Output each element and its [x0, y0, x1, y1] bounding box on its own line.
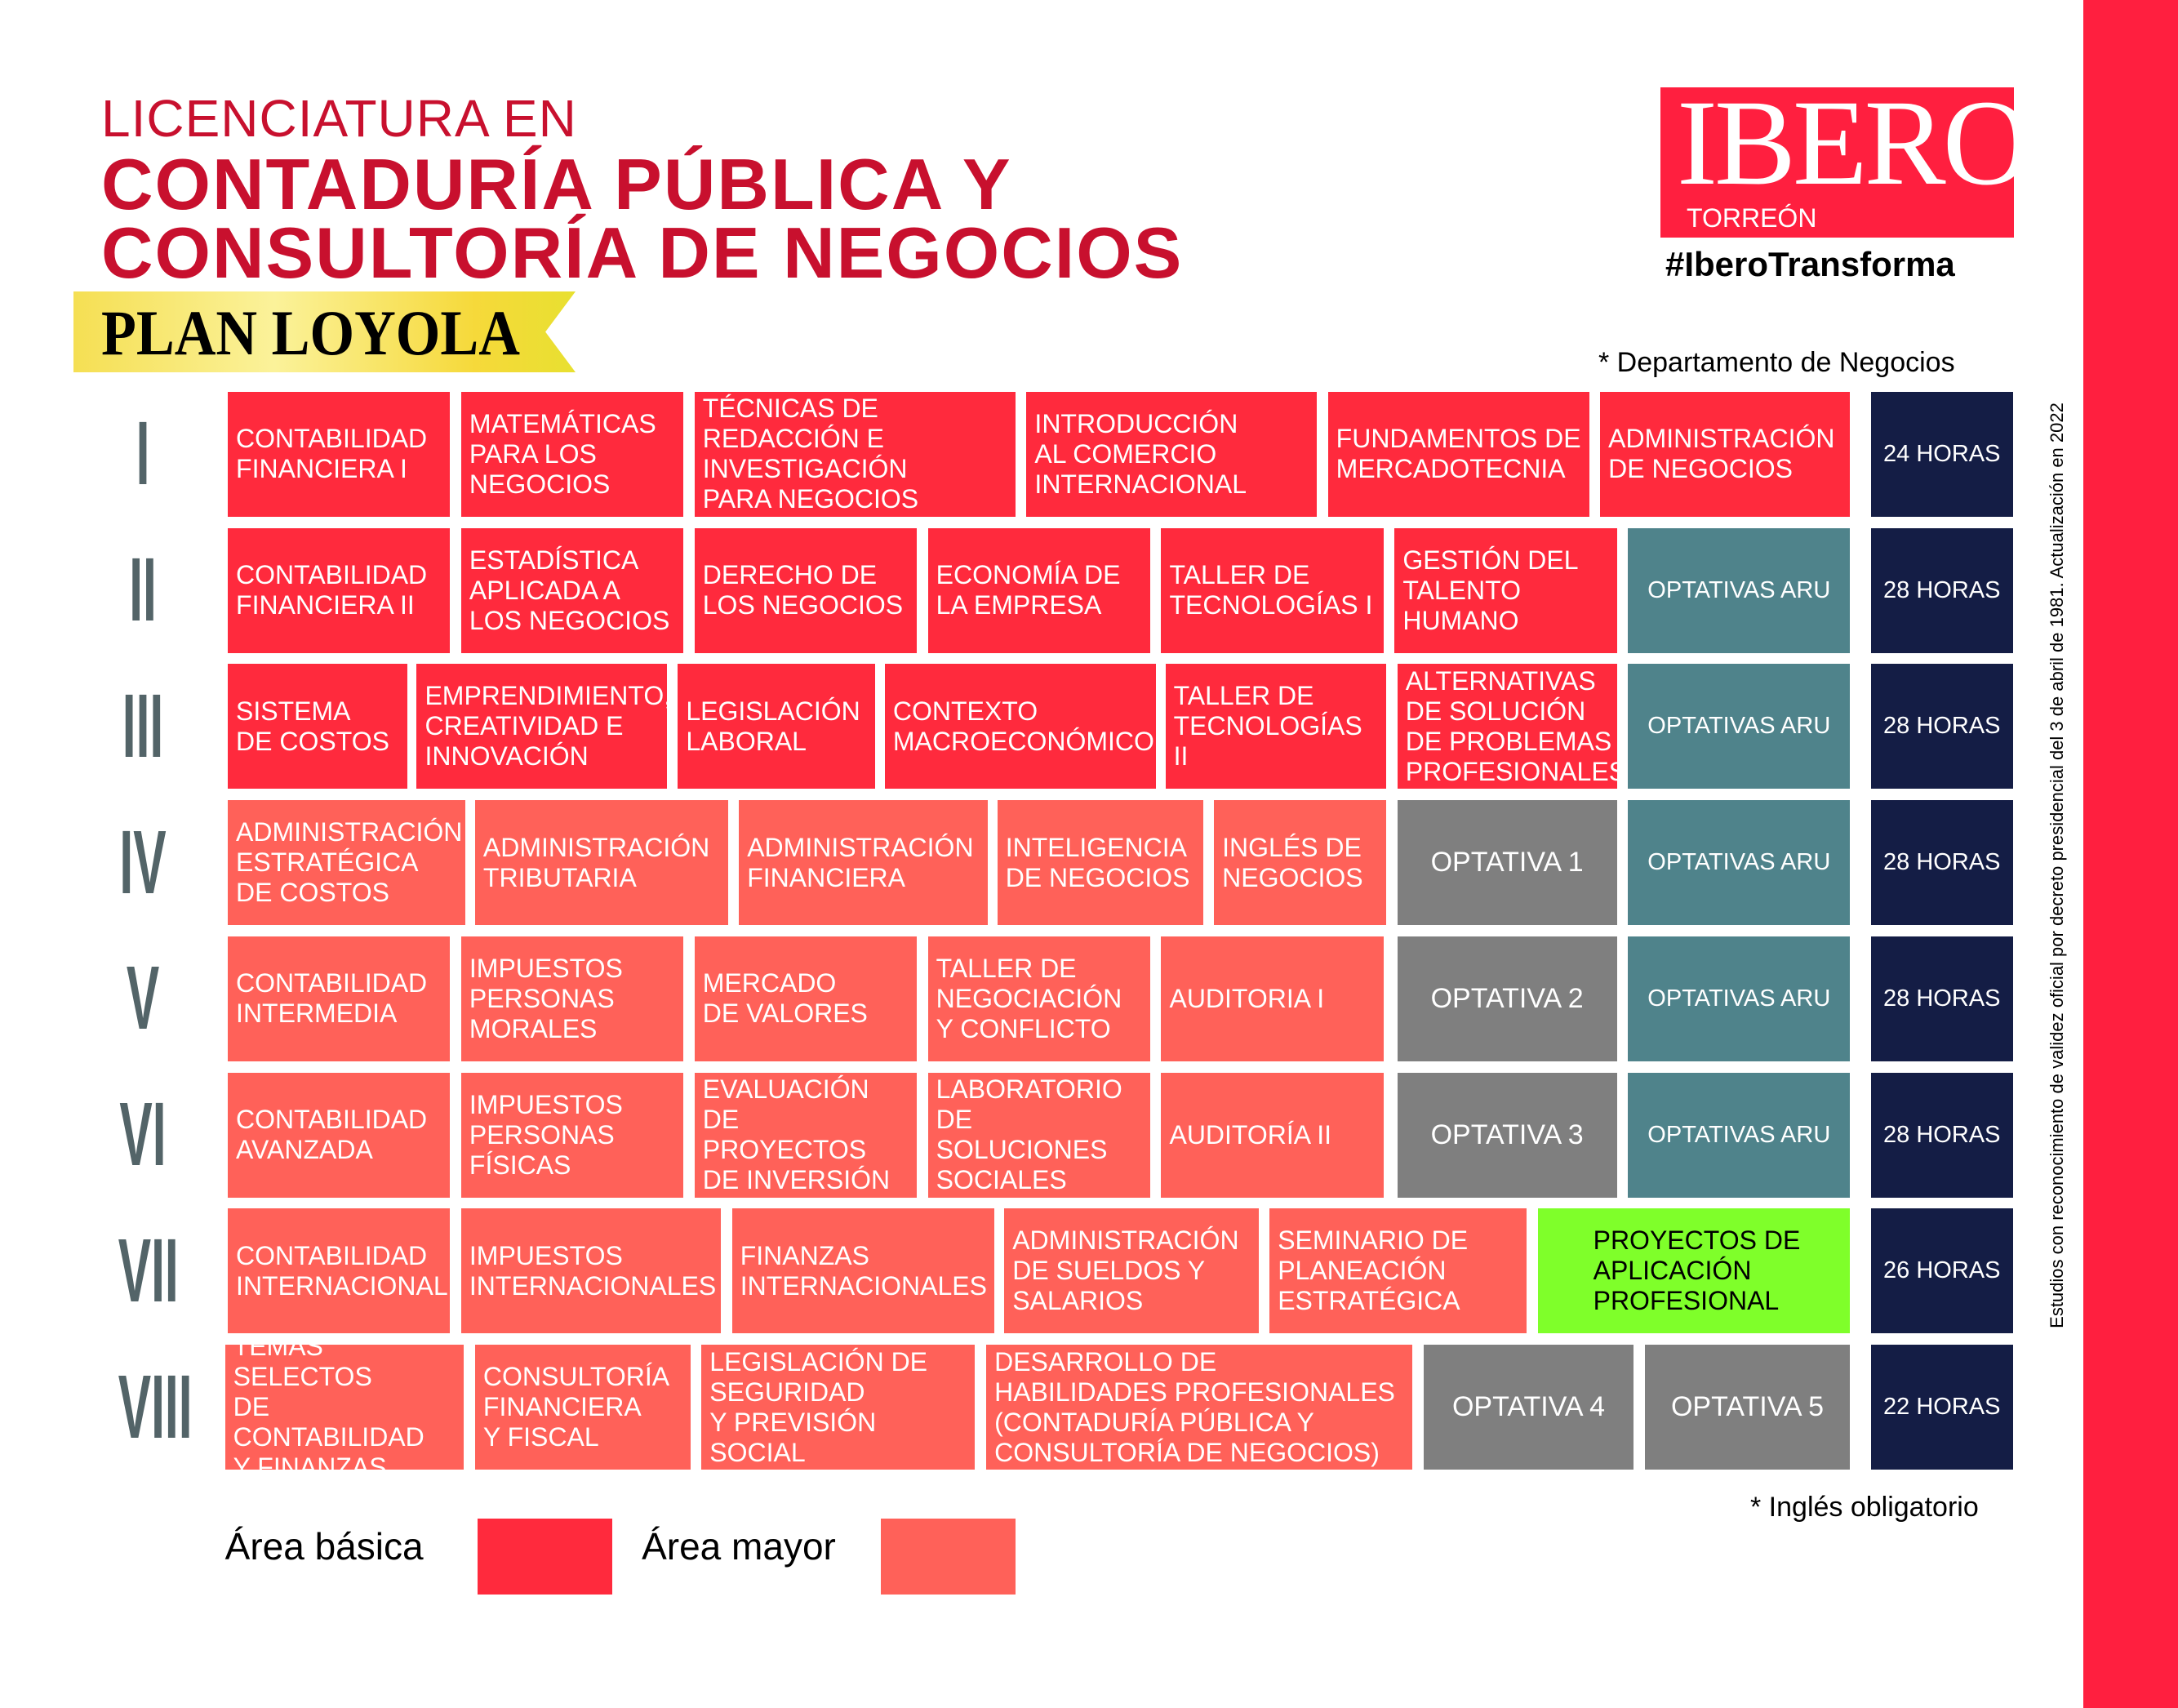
semester-hours: 28 HORAS [1870, 1072, 2013, 1198]
course-cell: CONTABILIDAD FINANCIERA I [228, 391, 451, 517]
course-cell: TALLER DE TECNOLOGÍAS I [1161, 527, 1384, 653]
legend-swatch [478, 1518, 613, 1595]
title-line-2: CONTADURÍA PÚBLICA Y [101, 144, 1012, 225]
course-cell: ADMINISTRACIÓN DE SUELDOS Y SALARIOS [1004, 1208, 1259, 1334]
semester-numeral: II [129, 540, 157, 641]
course-cell: INTELIGENCIA DE NEGOCIOS [997, 800, 1203, 926]
course-cell: OPTATIVAS ARU [1628, 664, 1851, 790]
course-cell: TALLER DE TECNOLOGÍAS II [1165, 664, 1387, 790]
course-cell: EMPRENDIMIENTO, CREATIVIDAD E INNOVACIÓN [416, 664, 667, 790]
course-cell: OPTATIVAS ARU [1628, 936, 1851, 1061]
legend-label: Área mayor [642, 1525, 836, 1568]
semester-hours: 26 HORAS [1870, 1208, 2013, 1334]
course-cell: INGLÉS DE NEGOCIOS [1214, 800, 1387, 926]
plan-label: PLAN LOYOLA [101, 297, 520, 368]
course-cell: ADMINISTRACIÓN ESTRATÉGICA DE COSTOS [228, 800, 465, 926]
ibero-logo [1660, 87, 2014, 238]
course-cell: OPTATIVA 4 [1424, 1345, 1634, 1470]
semester-numeral: VI [119, 1084, 167, 1185]
semester-hours: 28 HORAS [1870, 664, 2013, 790]
course-cell: AUDITORÍA II [1161, 1072, 1384, 1198]
course-cell: IMPUESTOS INTERNACIONALES [460, 1208, 722, 1334]
hashtag: #IberoTransforma [1665, 245, 1955, 283]
logo-word: IBERO [1677, 75, 2031, 211]
course-cell: ECONOMÍA DE LA EMPRESA [927, 527, 1150, 653]
course-cell: CONTEXTO MACROECONÓMICO [884, 664, 1156, 790]
course-cell: OPTATIVA 3 [1397, 1072, 1617, 1198]
course-cell: CONTABILIDAD FINANCIERA II [228, 527, 451, 653]
course-cell: IMPUESTOS PERSONAS MORALES [460, 936, 684, 1061]
course-cell: ALTERNATIVAS DE SOLUCIÓN DE PROBLEMAS PR… [1397, 664, 1617, 790]
course-cell: OPTATIVAS ARU [1628, 1072, 1851, 1198]
english-note: * Inglés obligatorio [1750, 1492, 1979, 1523]
course-cell: DESARROLLO DE HABILIDADES PROFESIONALES … [986, 1345, 1413, 1470]
validity-note: Estudios con reconocimiento de validez o… [2047, 403, 2067, 1328]
side-stripe [2083, 0, 2178, 1708]
course-cell: MERCADO DE VALORES [694, 936, 917, 1061]
semester-numeral: IV [119, 812, 167, 913]
semester-numeral: VII [118, 1220, 179, 1321]
course-cell: OPTATIVA 5 [1644, 1345, 1851, 1470]
course-cell: CONTABILIDAD INTERMEDIA [228, 936, 451, 1061]
course-cell: TÉCNICAS DE REDACCIÓN E INVESTIGACIÓN PA… [694, 391, 1016, 517]
semester-hours: 24 HORAS [1870, 391, 2013, 517]
course-cell: LEGISLACIÓN DE SEGURIDAD Y PREVISIÓN SOC… [701, 1345, 976, 1470]
logo-subtitle: TORREÓN [1687, 203, 1817, 233]
course-cell: SEMINARIO DE PLANEACIÓN ESTRATÉGICA [1269, 1208, 1527, 1334]
semester-numeral: I [136, 403, 150, 505]
course-cell: EVALUACIÓN DE PROYECTOS DE INVERSIÓN [694, 1072, 917, 1198]
department-note: * Departamento de Negocios [1598, 347, 1955, 378]
semester-numeral: VIII [118, 1356, 193, 1457]
course-cell: CONTABILIDAD AVANZADA [228, 1072, 451, 1198]
course-cell: FINANZAS INTERNACIONALES [731, 1208, 995, 1334]
course-cell: LABORATORIO DE SOLUCIONES SOCIALES [927, 1072, 1150, 1198]
course-cell: PROYECTOS DE APLICACIÓN PROFESIONAL [1537, 1208, 1851, 1334]
course-cell: ADMINISTRACIÓN FINANCIERA [739, 800, 988, 926]
course-cell: CONSULTORÍA FINANCIERA Y FISCAL [474, 1345, 691, 1470]
course-cell: AUDITORIA I [1161, 936, 1384, 1061]
title-line-3: CONSULTORÍA DE NEGOCIOS [101, 212, 1184, 293]
semester-hours: 22 HORAS [1870, 1345, 2013, 1470]
course-cell: IMPUESTOS PERSONAS FÍSICAS [460, 1072, 684, 1198]
course-cell: SISTEMA DE COSTOS [228, 664, 407, 790]
course-cell: FUNDAMENTOS DE MERCADOTECNIA [1327, 391, 1589, 517]
course-cell: GESTIÓN DEL TALENTO HUMANO [1394, 527, 1617, 653]
plan-ribbon [73, 291, 576, 372]
course-cell: ESTADÍSTICA APLICADA A LOS NEGOCIOS [460, 527, 684, 653]
course-cell: INTRODUCCIÓN AL COMERCIO INTERNACIONAL [1026, 391, 1318, 517]
course-cell: TEMAS SELECTOS DE CONTABILIDAD Y FINANZA… [224, 1345, 464, 1470]
course-cell: OPTATIVAS ARU [1628, 800, 1851, 926]
course-cell: OPTATIVA 2 [1397, 936, 1617, 1061]
semester-hours: 28 HORAS [1870, 800, 2013, 926]
semester-numeral: V [126, 948, 160, 1049]
course-cell: DERECHO DE LOS NEGOCIOS [694, 527, 917, 653]
course-cell: CONTABILIDAD INTERNACIONAL [228, 1208, 451, 1334]
semester-hours: 28 HORAS [1870, 527, 2013, 653]
semester-numeral: III [122, 675, 164, 776]
course-cell: ADMINISTRACIÓN DE NEGOCIOS [1600, 391, 1851, 517]
course-cell: TALLER DE NEGOCIACIÓN Y CONFLICTO [927, 936, 1150, 1061]
title-line-1: LICENCIATURA EN [101, 89, 577, 148]
semester-hours: 28 HORAS [1870, 936, 2013, 1061]
course-cell: MATEMÁTICAS PARA LOS NEGOCIOS [460, 391, 684, 517]
course-cell: LEGISLACIÓN LABORAL [678, 664, 875, 790]
legend-label: Área básica [224, 1525, 424, 1568]
course-cell: ADMINISTRACIÓN TRIBUTARIA [474, 800, 728, 926]
course-cell: OPTATIVAS ARU [1628, 527, 1851, 653]
legend-swatch [880, 1518, 1016, 1595]
course-cell: OPTATIVA 1 [1397, 800, 1617, 926]
